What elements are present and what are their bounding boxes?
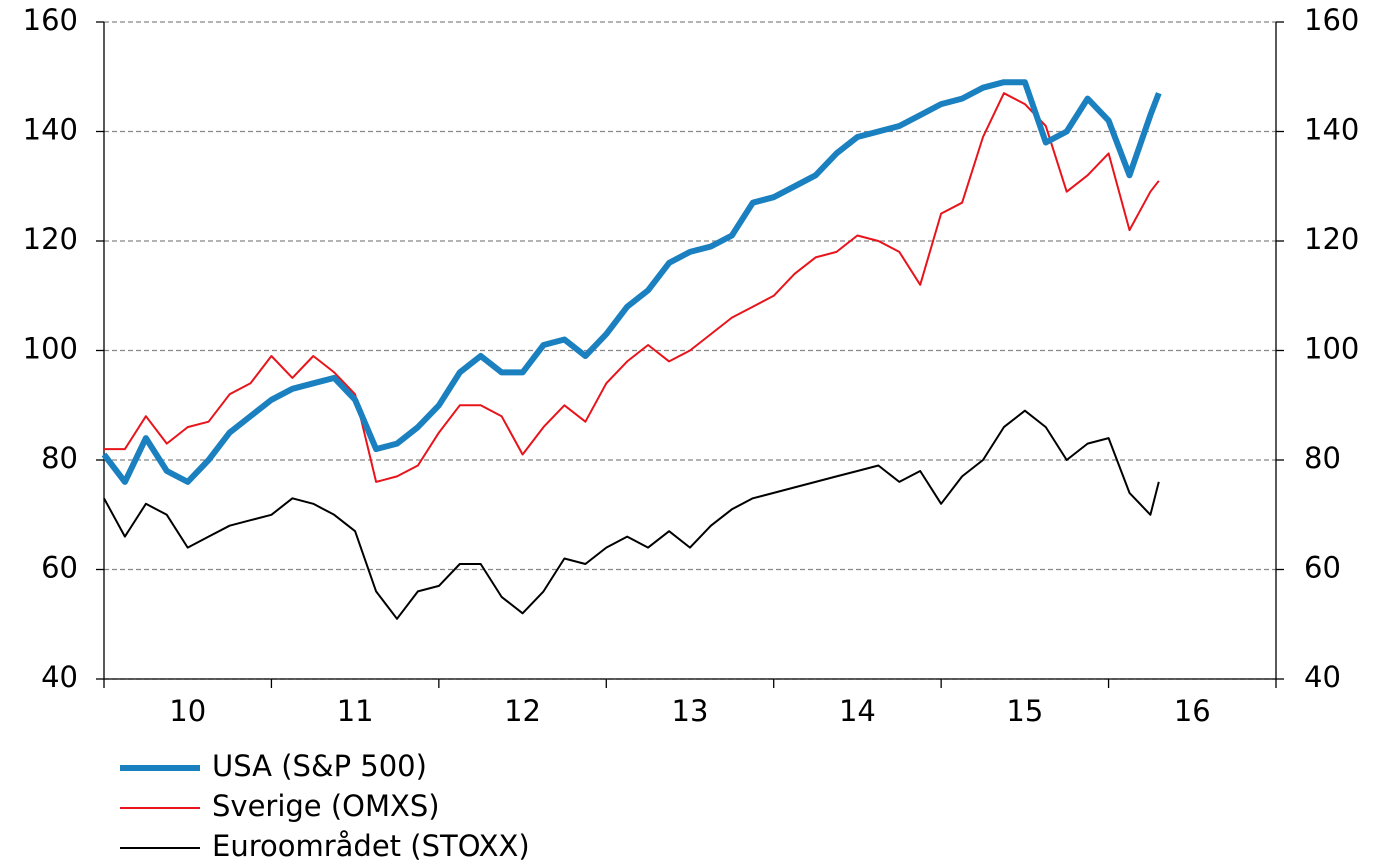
y-tick-label: 160	[23, 3, 78, 37]
x-tick-label: 16	[1174, 694, 1211, 728]
y2-tick-label: 100	[1304, 332, 1359, 366]
x-tick-label: 14	[839, 694, 876, 728]
legend-label: USA (S&P 500)	[212, 749, 427, 783]
legend-label: Sverige (OMXS)	[212, 789, 440, 823]
y2-tick-label: 140	[1304, 113, 1359, 147]
series-line	[104, 92, 1160, 483]
y-tick-label: 80	[41, 441, 78, 475]
series-line	[103, 409, 1160, 620]
y-tick-label: 140	[23, 113, 78, 147]
legend-label: Euroområdet (STOXX)	[212, 829, 530, 863]
y2-tick-label: 120	[1304, 222, 1359, 256]
x-tick-label: 13	[672, 694, 709, 728]
series-line	[101, 79, 1162, 485]
y2-tick-label: 60	[1304, 551, 1341, 585]
y-tick-label: 60	[41, 551, 78, 585]
y2-tick-label: 80	[1304, 441, 1341, 475]
x-tick-label: 11	[337, 694, 374, 728]
y-tick-label: 120	[23, 222, 78, 256]
x-tick-label: 15	[1006, 694, 1043, 728]
x-tick-label: 10	[169, 694, 206, 728]
x-tick-label: 12	[504, 694, 541, 728]
y-tick-label: 40	[41, 660, 78, 694]
y2-tick-label: 160	[1304, 3, 1359, 37]
y2-tick-label: 40	[1304, 660, 1341, 694]
y-tick-label: 100	[23, 332, 78, 366]
